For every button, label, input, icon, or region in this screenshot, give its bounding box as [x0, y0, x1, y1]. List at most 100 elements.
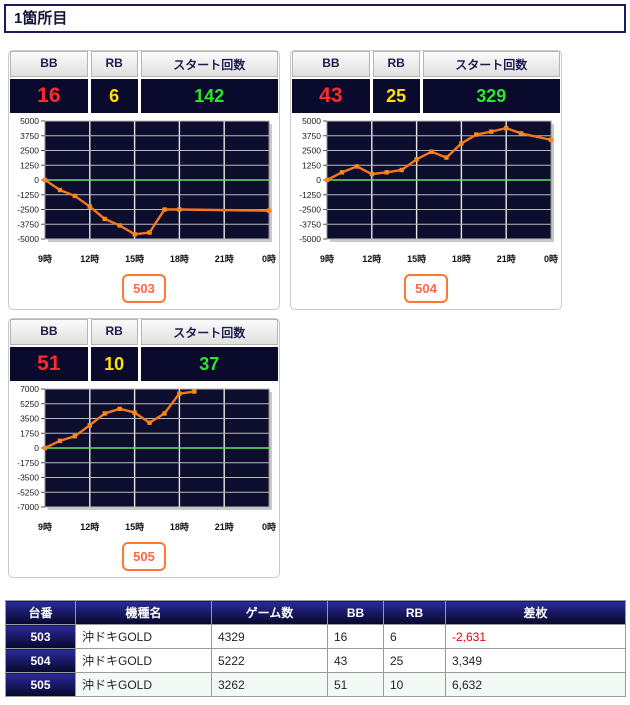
cell-rb: 10 [383, 672, 446, 697]
bb-value: 51 [10, 347, 88, 381]
cell-rb: 25 [383, 648, 446, 673]
svg-text:15時: 15時 [125, 521, 144, 532]
cell-rb: 6 [383, 624, 446, 649]
payout-line-chart: 7000 5250 3500 1750 0 -1750 -3500 -5250 -7000 9時 1… [9, 384, 279, 534]
start-count-header-label: スタート回数 [422, 51, 560, 77]
svg-text:1750: 1750 [20, 428, 39, 438]
cell-bb: 16 [327, 624, 384, 649]
svg-text:9時: 9時 [38, 253, 52, 264]
svg-text:-2500: -2500 [299, 205, 321, 215]
svg-text:-2500: -2500 [17, 205, 39, 215]
cell-diff: 6,632 [445, 672, 626, 697]
bb-header-label: BB [10, 51, 88, 77]
machine-number-badge[interactable]: 503 [122, 274, 166, 303]
cell-bb: 43 [327, 648, 384, 673]
svg-text:3750: 3750 [302, 131, 321, 141]
svg-text:7000: 7000 [20, 384, 39, 394]
rb-value: 25 [372, 79, 420, 113]
svg-text:0時: 0時 [262, 253, 276, 264]
svg-text:-3750: -3750 [299, 219, 321, 229]
rb-value: 10 [90, 347, 138, 381]
header-bb: BB [327, 600, 384, 625]
cell-dai: 503 [5, 624, 76, 649]
svg-text:-1250: -1250 [299, 190, 321, 200]
svg-text:15時: 15時 [125, 253, 144, 264]
header-games: ゲーム数 [211, 600, 328, 625]
svg-text:-5250: -5250 [17, 487, 39, 497]
svg-text:-5000: -5000 [299, 234, 321, 244]
cell-dai: 505 [5, 672, 76, 697]
header-diff: 差枚 [445, 600, 626, 625]
svg-text:0時: 0時 [262, 521, 276, 532]
cell-bb: 51 [327, 672, 384, 697]
svg-text:-7000: -7000 [17, 502, 39, 512]
svg-text:2500: 2500 [302, 146, 321, 156]
svg-text:5250: 5250 [20, 399, 39, 409]
svg-text:2500: 2500 [20, 146, 39, 156]
svg-text:18時: 18時 [452, 253, 471, 264]
svg-text:1250: 1250 [302, 160, 321, 170]
svg-text:21時: 21時 [215, 521, 234, 532]
svg-text:15時: 15時 [407, 253, 426, 264]
start-count-value: 329 [422, 79, 560, 113]
start-count-header-label: スタート回数 [140, 319, 278, 345]
page-title: 1箇所目 [4, 4, 626, 33]
start-count-value: 142 [140, 79, 278, 113]
cell-model: 沖ドキGOLD [75, 624, 212, 649]
rb-header-label: RB [90, 51, 138, 77]
svg-text:-5000: -5000 [17, 234, 39, 244]
chart-svg: 5000 3750 2500 1250 0 -1250 -2500 -3750 -5000 9時 1… [299, 116, 558, 264]
machine-panel-503: BB RB スタート回数 16 6 142 5000 3750 2500 1250 0 -… [8, 50, 280, 310]
svg-text:18時: 18時 [170, 253, 189, 264]
header-model: 機種名 [75, 600, 212, 625]
table-row: 503 沖ドキGOLD 4329 16 6 -2,631 [5, 624, 626, 649]
header-rb: RB [383, 600, 446, 625]
svg-text:1250: 1250 [20, 160, 39, 170]
svg-text:18時: 18時 [170, 521, 189, 532]
table-row: 504 沖ドキGOLD 5222 43 25 3,349 [5, 648, 626, 673]
start-count-header-label: スタート回数 [140, 51, 278, 77]
svg-text:0: 0 [316, 175, 321, 185]
svg-text:21時: 21時 [215, 253, 234, 264]
rb-value: 6 [90, 79, 138, 113]
svg-text:0: 0 [34, 443, 39, 453]
svg-text:12時: 12時 [80, 253, 99, 264]
cell-games: 3262 [211, 672, 328, 697]
bb-header-label: BB [10, 319, 88, 345]
cell-model: 沖ドキGOLD [75, 672, 212, 697]
chart-svg: 5000 3750 2500 1250 0 -1250 -2500 -3750 -5000 9時 1… [17, 116, 276, 264]
bb-value: 43 [292, 79, 370, 113]
svg-text:-1250: -1250 [17, 190, 39, 200]
rb-header-label: RB [372, 51, 420, 77]
cell-diff: -2,631 [445, 624, 626, 649]
svg-text:-3500: -3500 [17, 473, 39, 483]
machine-number-badge[interactable]: 505 [122, 542, 166, 571]
machine-number-badge[interactable]: 504 [404, 274, 448, 303]
table-header-row: 台番 機種名 ゲーム数 BB RB 差枚 [5, 600, 626, 625]
svg-text:3750: 3750 [20, 131, 39, 141]
machine-summary-table: 台番 機種名 ゲーム数 BB RB 差枚 503 沖ドキGOLD 4329 16… [5, 600, 626, 697]
machine-panel-504: BB RB スタート回数 43 25 329 5000 3750 2500 1250 0… [290, 50, 562, 310]
start-count-value: 37 [140, 347, 278, 381]
svg-text:-1750: -1750 [17, 458, 39, 468]
cell-dai: 504 [5, 648, 76, 673]
svg-text:9時: 9時 [320, 253, 334, 264]
cell-games: 5222 [211, 648, 328, 673]
svg-text:5000: 5000 [20, 116, 39, 126]
svg-text:-3750: -3750 [17, 219, 39, 229]
cell-diff: 3,349 [445, 648, 626, 673]
header-dai: 台番 [5, 600, 76, 625]
svg-text:21時: 21時 [497, 253, 516, 264]
payout-line-chart: 5000 3750 2500 1250 0 -1250 -2500 -3750 -5000 9時 1… [9, 116, 279, 266]
cell-model: 沖ドキGOLD [75, 648, 212, 673]
machine-panel-505: BB RB スタート回数 51 10 37 7000 5250 3500 1750 0 -… [8, 318, 280, 578]
svg-text:0: 0 [34, 175, 39, 185]
svg-text:12時: 12時 [362, 253, 381, 264]
chart-svg: 7000 5250 3500 1750 0 -1750 -3500 -5250 -7000 9時 1… [17, 384, 276, 532]
svg-text:12時: 12時 [80, 521, 99, 532]
table-row: 505 沖ドキGOLD 3262 51 10 6,632 [5, 672, 626, 697]
rb-header-label: RB [90, 319, 138, 345]
cell-games: 4329 [211, 624, 328, 649]
bb-value: 16 [10, 79, 88, 113]
svg-text:0時: 0時 [544, 253, 558, 264]
